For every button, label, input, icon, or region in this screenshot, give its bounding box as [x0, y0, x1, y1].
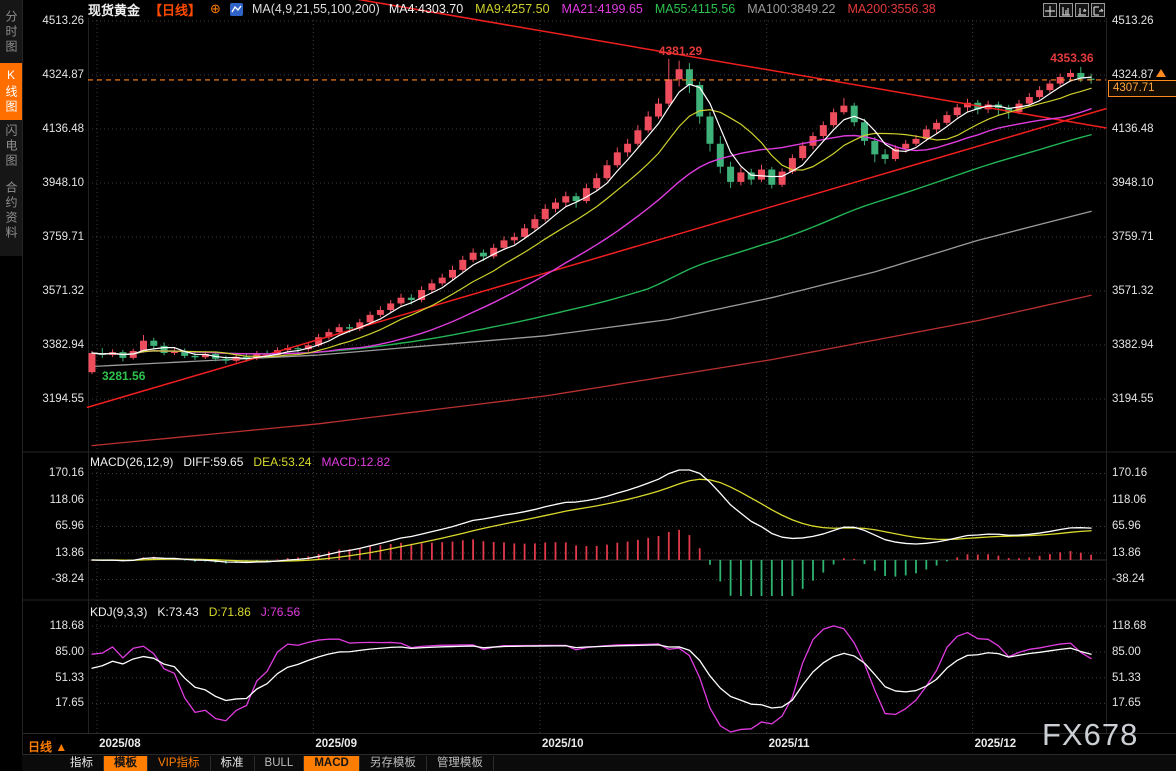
brand-watermark: FX678: [1042, 717, 1139, 752]
price-axis-label-right: 3382.94: [1112, 339, 1154, 351]
macd-dea-value: DEA:53.24: [253, 455, 312, 469]
low-price-annotation: 3281.56: [102, 369, 146, 383]
price-axis-label-right: 4136.48: [1112, 123, 1154, 135]
pan-icon[interactable]: [1043, 3, 1057, 17]
toolbar-tab-3[interactable]: VIP指标: [148, 755, 211, 771]
side-panel-icon[interactable]: [1091, 3, 1105, 17]
chart-type-icon: [229, 2, 243, 16]
price-axis-label-left: 3948.10: [42, 177, 84, 189]
kdj-axis-label-right: 17.65: [1112, 697, 1141, 710]
price-axis-label-left: 3571.32: [42, 285, 84, 297]
macd-axis-label-right: 13.86: [1112, 546, 1141, 559]
price-axis-label-left: 4324.87: [42, 69, 84, 81]
price-axis-label-right: 4513.26: [1112, 15, 1154, 27]
macd-axis-label-right: 65.96: [1112, 520, 1141, 533]
sidebar-tab-2[interactable]: K线图: [0, 63, 22, 120]
latest-price-pointer-icon: [1156, 69, 1166, 77]
kdj-d-value: D:71.86: [208, 605, 251, 619]
date-label-2025-12: 2025/12: [974, 738, 1017, 750]
kdj-j-value: J:76.56: [260, 605, 301, 619]
price-axis-label-left: 3382.94: [42, 339, 84, 351]
chart-plot-area[interactable]: [88, 18, 1106, 733]
ma-value-6: MA200:3556.38: [847, 2, 936, 16]
macd-axis-label-right: -38.24: [1112, 573, 1145, 586]
date-label-2025-11: 2025/11: [768, 738, 810, 750]
axis-pan-icon[interactable]: [1075, 3, 1089, 17]
price-axis-label-left: 3194.55: [42, 393, 84, 405]
toolbar-tab-7[interactable]: 另存模板: [360, 755, 427, 771]
sidebar-tab-1[interactable]: 分时图: [4, 10, 18, 55]
kdj-axis-label-left: 85.00: [55, 646, 84, 658]
kdj-axis-label-left: 51.33: [55, 671, 84, 684]
price-axis-label-right: 3948.10: [1112, 177, 1154, 189]
macd-axis-label-right: 170.16: [1112, 467, 1148, 480]
ma-value-2: MA9:4257.50: [475, 2, 550, 16]
toolbar-tab-1[interactable]: 指标: [60, 755, 104, 771]
price-axis-label-left: 4513.26: [42, 15, 84, 27]
toolbar-tab-2[interactable]: 模板: [104, 755, 148, 771]
price-axis-label-left: 4136.48: [42, 123, 84, 135]
date-label-2025-10: 2025/10: [542, 738, 584, 750]
macd-diff-value: DIFF:59.65: [183, 455, 244, 469]
kdj-axis-label-right: 51.33: [1112, 671, 1141, 684]
price-axis-label-right: 3194.55: [1112, 393, 1154, 405]
price-axis-label-left: 3759.71: [42, 231, 84, 243]
ma-value-5: MA100:3849.22: [747, 2, 836, 16]
add-indicator-button[interactable]: ⊕: [210, 1, 221, 16]
toolbar-tab-6[interactable]: MACD: [304, 755, 360, 771]
ma-value-1: MA4:4303.70: [388, 2, 464, 16]
instrument-title: 现货黄金: [88, 2, 141, 18]
sidebar-tab-4[interactable]: 合约资料: [4, 181, 18, 241]
price-axis-label-right: 4324.87: [1112, 69, 1154, 81]
kdj-name: KDJ(9,3,3): [90, 605, 148, 619]
left-sidebar: 分时图 K线图闪电图合约资料: [0, 0, 23, 771]
recent-high-annotation: 4353.36: [1050, 51, 1094, 65]
macd-axis-label-left: -38.24: [51, 573, 84, 586]
kdj-legend-row: KDJ(9,3,3) K:73.43 D:71.86 J:76.56: [90, 605, 300, 619]
kdj-axis-label-right: 118.68: [1112, 620, 1147, 633]
kdj-k-value: K:73.43: [157, 605, 199, 619]
period-selector[interactable]: 日线 ▲: [28, 740, 68, 754]
ma-values-list: MA4:4303.70 MA9:4257.50 MA21:4199.65 MA55:4…: [389, 2, 936, 16]
chart-legend-row: 现货黄金 【日线】 ⊕ MA(4,9,21,55,100,200) MA4:43…: [88, 1, 936, 18]
toolbar-tab-8[interactable]: 管理模板: [427, 755, 494, 771]
peak-price-annotation: 4381.29: [658, 44, 703, 58]
macd-axis-label-left: 118.06: [49, 493, 84, 506]
macd-hist-value: MACD:12.82: [321, 455, 391, 469]
price-axis-label-right: 3759.71: [1112, 231, 1154, 243]
bottom-toolbar: 指标 模板 VIP指标 标准 BULL MACD 另存模板 管理模板: [22, 755, 1176, 771]
kdj-axis-label-left: 17.65: [55, 697, 84, 710]
date-label-2025-08: 2025/08: [99, 738, 141, 750]
ma-group-label: MA(4,9,21,55,100,200): [251, 2, 380, 16]
toolbar-tab-5[interactable]: BULL: [255, 755, 305, 771]
macd-axis-label-left: 13.86: [55, 546, 84, 559]
macd-axis-label-right: 118.06: [1112, 493, 1147, 506]
price-axis-label-right: 3571.32: [1112, 285, 1154, 297]
macd-axis-label-left: 170.16: [48, 467, 84, 480]
date-label-2025-09: 2025/09: [315, 738, 357, 750]
macd-name: MACD(26,12,9): [90, 455, 174, 469]
current-price-tag: 4307.71: [1108, 80, 1176, 98]
macd-legend-row: MACD(26,12,9) DIFF:59.65 DEA:53.24 MACD:…: [90, 455, 390, 469]
macd-axis-label-left: 65.96: [55, 520, 84, 533]
ma-value-3: MA21:4199.65: [561, 2, 643, 16]
kdj-axis-label-right: 85.00: [1112, 646, 1141, 658]
ma-value-4: MA55:4115.56: [654, 2, 736, 16]
kdj-axis-label-left: 118.68: [49, 620, 84, 633]
toolbar-tab-4[interactable]: 标准: [211, 755, 255, 771]
axis-zoom-icon[interactable]: [1059, 3, 1073, 17]
sidebar-tab-3[interactable]: 闪电图: [4, 124, 18, 169]
period-tag: 【日线】: [149, 2, 202, 18]
